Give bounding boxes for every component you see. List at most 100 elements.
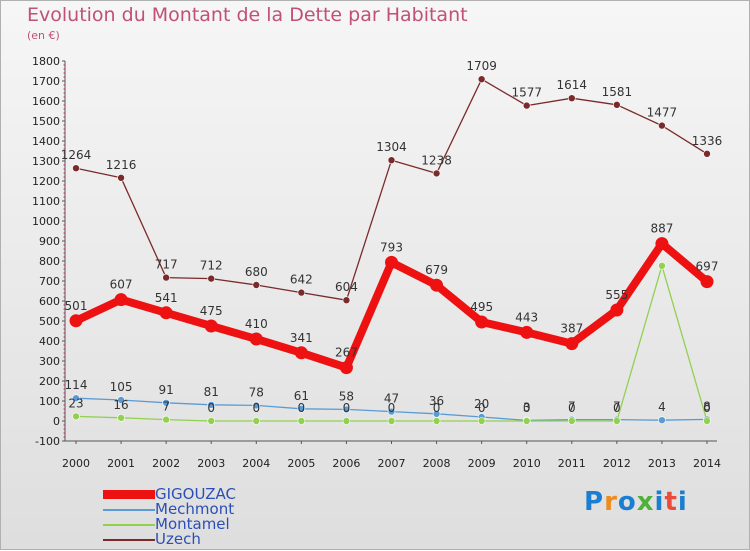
data-point-montamel	[477, 417, 486, 425]
data-label-mechmont: 61	[294, 389, 309, 403]
logo-letter: o	[617, 487, 637, 517]
data-label-montamel: 0	[298, 401, 306, 415]
y-tick-label: 400	[39, 335, 60, 348]
data-point-uzech	[477, 75, 486, 83]
data-label-uzech: 717	[155, 258, 178, 272]
data-point-gigouzac	[565, 337, 579, 351]
x-tick-label: 2001	[107, 457, 135, 470]
data-point-montamel	[432, 417, 441, 425]
legend-label-montamel: Montamel	[155, 515, 230, 533]
y-tick-label: -100	[35, 435, 60, 448]
y-tick-label: 700	[39, 275, 60, 288]
data-label-gigouzac: 267	[335, 346, 358, 360]
data-label-gigouzac: 541	[155, 291, 178, 305]
data-label-gigouzac: 607	[110, 278, 133, 292]
data-label-mechmont: 20	[474, 397, 489, 411]
y-tick-label: 0	[53, 415, 60, 428]
data-point-mechmont	[207, 400, 216, 409]
data-label-gigouzac: 887	[650, 222, 673, 236]
y-tick-label: 1400	[32, 135, 60, 148]
y-tick-label: 300	[39, 355, 60, 368]
data-label-montamel: 0	[478, 401, 486, 415]
data-point-mechmont	[72, 394, 80, 403]
data-label-mechmont: 3	[523, 400, 531, 414]
data-point-uzech	[613, 101, 621, 109]
data-point-uzech	[387, 156, 396, 164]
logo-letter: P	[584, 487, 605, 517]
data-label-uzech: 1216	[106, 158, 137, 172]
data-label-montamel: 16	[113, 398, 128, 412]
data-label-mechmont: 78	[249, 385, 264, 399]
x-tick-label: 2004	[242, 457, 270, 470]
y-tick-label: 1700	[32, 75, 60, 88]
data-label-montamel: 7	[162, 400, 170, 414]
data-point-montamel	[522, 417, 531, 425]
x-tick-label: 2000	[62, 457, 90, 470]
data-point-montamel	[252, 417, 261, 425]
logo-letter: i	[677, 487, 688, 517]
data-label-uzech: 1477	[647, 106, 678, 120]
data-point-gigouzac	[385, 255, 398, 269]
x-tick-label: 2007	[378, 457, 406, 470]
data-label-gigouzac: 555	[605, 288, 628, 302]
data-point-gigouzac	[475, 315, 489, 329]
data-point-uzech	[72, 164, 80, 172]
data-label-mechmont: 105	[110, 380, 133, 394]
data-label-gigouzac: 341	[290, 331, 313, 345]
data-label-uzech: 1614	[557, 78, 588, 92]
x-tick-label: 2012	[603, 457, 631, 470]
data-label-montamel: 0	[388, 401, 396, 415]
data-point-uzech	[432, 169, 441, 178]
data-point-uzech	[117, 174, 125, 182]
data-point-montamel	[162, 415, 170, 424]
data-label-mechmont: 47	[384, 392, 399, 406]
data-point-gigouzac	[339, 361, 353, 375]
data-point-gigouzac	[700, 275, 714, 289]
y-tick-label: 800	[39, 255, 60, 268]
data-label-gigouzac: 475	[200, 304, 223, 318]
data-label-gigouzac: 410	[245, 317, 268, 331]
data-point-uzech	[207, 274, 216, 283]
data-label-gigouzac: 387	[560, 322, 583, 336]
y-tick-label: 600	[39, 295, 60, 308]
x-tick-label: 2011	[558, 457, 586, 470]
x-tick-label: 2013	[648, 457, 676, 470]
data-point-uzech	[567, 94, 576, 102]
data-point-gigouzac	[249, 332, 263, 346]
data-point-gigouzac	[520, 325, 534, 339]
x-tick-label: 2003	[197, 457, 225, 470]
data-label-montamel: 0	[252, 401, 260, 415]
data-point-mechmont	[117, 396, 125, 404]
data-label-gigouzac: 793	[380, 240, 403, 254]
data-point-montamel	[72, 412, 80, 421]
data-point-gigouzac	[114, 293, 128, 307]
data-point-montamel	[658, 261, 666, 270]
data-point-gigouzac	[610, 303, 624, 317]
x-tick-label: 2010	[513, 457, 541, 470]
data-point-montamel	[207, 417, 216, 425]
data-label-mechmont: 8	[703, 399, 711, 413]
legend-swatch-gigouzac	[103, 490, 155, 499]
x-tick-label: 2006	[332, 457, 360, 470]
data-label-mechmont: 114	[65, 378, 88, 392]
x-tick-label: 2009	[468, 457, 496, 470]
data-point-uzech	[522, 101, 531, 110]
data-label-mechmont: 7	[613, 400, 621, 414]
data-label-mechmont: 58	[339, 389, 354, 403]
x-tick-label: 2002	[152, 457, 180, 470]
data-label-uzech: 712	[200, 259, 223, 273]
data-point-mechmont	[387, 407, 396, 416]
data-point-montamel	[297, 417, 306, 425]
data-label-mechmont: 81	[204, 385, 219, 399]
y-tick-label: 200	[39, 375, 60, 388]
data-label-uzech: 1709	[466, 59, 497, 73]
data-point-gigouzac	[69, 314, 83, 328]
data-point-montamel	[567, 417, 576, 425]
data-point-mechmont	[252, 401, 261, 410]
y-tick-label: 1800	[32, 55, 60, 68]
data-point-mechmont	[297, 404, 306, 413]
data-point-uzech	[703, 150, 711, 158]
y-tick-label: 1600	[32, 95, 60, 108]
x-tick-label: 2005	[287, 457, 315, 470]
